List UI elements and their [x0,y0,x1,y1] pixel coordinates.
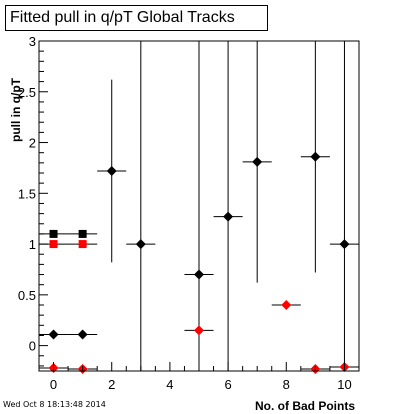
diamond-marker [106,165,117,176]
square-marker [49,240,58,249]
x-tick-label: 4 [166,377,173,392]
x-axis-title: No. of Bad Points [255,399,355,413]
y-tick-label: 0 [29,339,36,354]
diamond-marker [252,156,263,167]
error-bars [39,41,359,371]
y-tick-label: 2.5 [18,85,36,100]
timestamp: Wed Oct 8 18:13:48 2014 [3,400,106,409]
y-tick-label: 0.5 [18,288,36,303]
diamond-marker [48,329,59,340]
chart-title: Fitted pull in q/pT Global Tracks [5,5,268,31]
diamond-marker [310,151,321,162]
y-axis-title: pull in q/pT [9,77,23,142]
diamond-marker [194,269,204,280]
x-tick-label: 6 [224,377,231,392]
diamond-marker [77,329,88,340]
square-marker [78,240,87,249]
diamond-marker [281,300,292,310]
y-tick-label: 1.5 [18,186,36,201]
diamond-marker [135,239,146,250]
y-tick-label: 1 [29,237,36,252]
square-marker [49,229,58,238]
x-tick-label: 8 [283,377,290,392]
y-tick-label: 3 [29,34,36,49]
diamond-marker [339,239,350,250]
diamond-marker [194,325,204,336]
x-tick-label: 10 [337,377,351,392]
x-tick-label: 2 [108,377,115,392]
axes: 0 0.5 1 1.5 2 2.5 3 0 2 4 6 8 10 [18,34,360,392]
x-tick-label: 0 [50,377,57,392]
diamond-marker [223,211,234,222]
square-marker [78,229,87,238]
y-tick-label: 2 [29,136,36,151]
